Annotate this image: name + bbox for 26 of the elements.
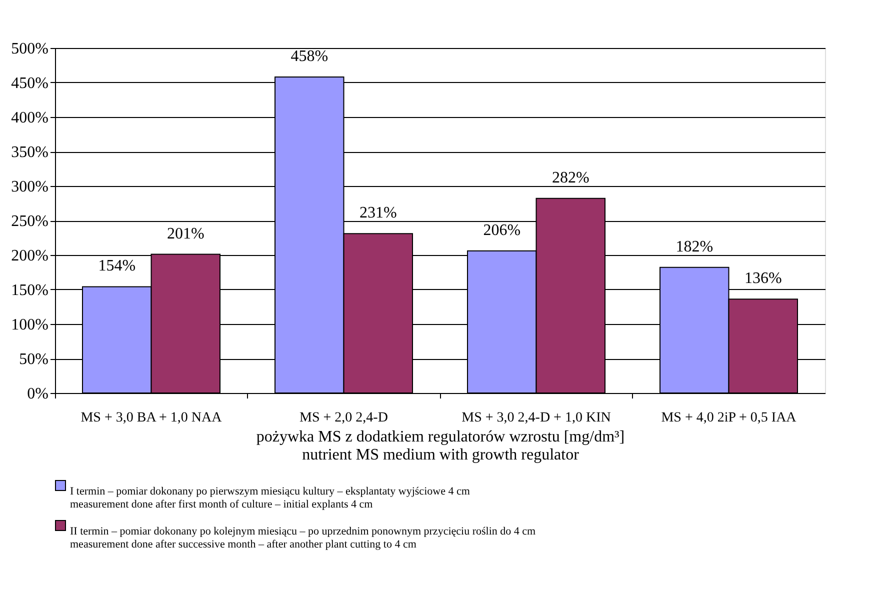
x-tick-label: MS + 4,0 2iP + 0,5 IAA [661, 410, 798, 426]
y-tick-label: 150% [11, 282, 48, 299]
x-tick-label: MS + 2,0 2,4-D [300, 410, 388, 426]
data-label: 136% [744, 270, 782, 288]
y-tick-label: 500% [11, 40, 48, 58]
y-tick-label: 300% [11, 178, 48, 196]
y-tick-label: 100% [11, 316, 48, 334]
data-label: 231% [359, 204, 397, 222]
x-tick-label: MS + 3,0 2,4-D + 1,0 KIN [462, 410, 611, 426]
data-label: 458% [290, 48, 328, 65]
y-tick-label: 0% [27, 386, 48, 402]
legend-label: II termin – pomiar dokonany po kolejnym miesiącu – po uprzednim ponownym przycięciu roślin do 4 cm measurement done after successive month – after another plant cutting to 4 cm [70, 526, 536, 550]
y-tick-label: 250% [11, 213, 48, 230]
y-tick-label: 450% [11, 75, 48, 92]
x-axis-title: pożywka MS z dodatkiem regulatorów wzrostu [mg/dm³] nutrient MS medium with growth regulator [256, 428, 625, 464]
y-tick-label: 350% [11, 144, 48, 161]
data-label: 206% [483, 222, 521, 239]
x-tick-label: MS + 3,0 BA + 1,0 NAA [80, 410, 223, 426]
data-label: 154% [98, 258, 136, 275]
y-tick-label: 50% [19, 351, 48, 368]
data-label: 182% [676, 238, 714, 256]
legend-label: I termin – pomiar dokonany po pierwszym miesiącu kultury – eksplantaty wyjściowe 4 cm measurement done after first month of culture – initial explants 4 cm [70, 486, 470, 510]
data-label: 282% [552, 169, 590, 186]
y-tick-label: 400% [11, 110, 48, 126]
y-tick-label: 200% [11, 248, 48, 264]
data-label: 201% [166, 225, 204, 242]
